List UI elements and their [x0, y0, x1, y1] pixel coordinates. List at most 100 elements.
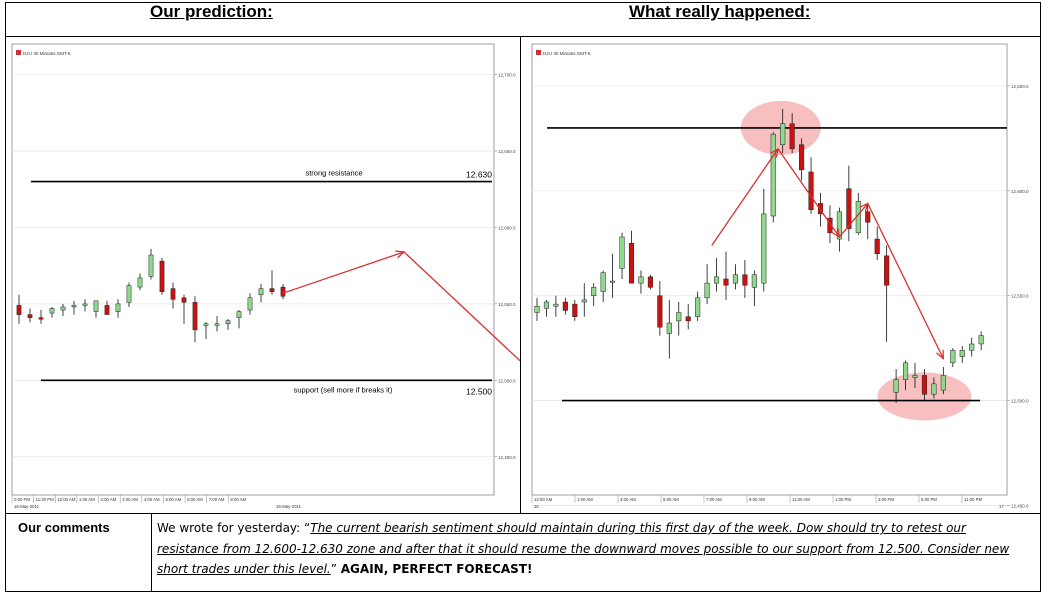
candle-up [591, 287, 597, 296]
candle-down [884, 255, 890, 286]
x-tick-label: 12:00 AM [534, 497, 553, 502]
candle-up [969, 343, 975, 351]
candle-up [751, 274, 757, 288]
candle-up [770, 133, 776, 217]
x-tick-label: 3:00 AM [620, 497, 636, 502]
candle-up [137, 277, 143, 288]
x-tick-label: 5:00 PM [921, 497, 937, 502]
prediction-heading: Our prediction: [150, 2, 273, 21]
candle-up [732, 274, 738, 284]
candle-up [695, 297, 701, 317]
date-label: 16-May-2011 [276, 504, 302, 509]
x-tick-label: 0:00 PM [14, 497, 30, 502]
trend-arrow [867, 203, 944, 358]
x-tick-label: 8:00 AM [230, 497, 246, 502]
candle-up [126, 285, 132, 303]
candle-down [192, 302, 198, 331]
candle-down [562, 301, 568, 311]
prediction-chart-svg: DJI.I 30 Minutes GMT-6 12,700.0 12,650.0 12… [11, 43, 520, 509]
candle-down [685, 316, 691, 322]
date-label: 16 [534, 504, 539, 509]
x-tick-label: 5:00 AM [663, 497, 679, 502]
comments-intro: We wrote for yesterday: “ [157, 521, 311, 535]
y-tick-label: 12,650.0 [498, 149, 516, 154]
candle-down [723, 278, 729, 286]
chart-title: DJI.I 30 Minutes GMT-6 [23, 51, 71, 56]
candle-down [572, 303, 578, 317]
candle-up [676, 312, 682, 322]
comments-divider [151, 514, 152, 592]
x-tick-label: 5:00 AM [165, 497, 181, 502]
candle-up [214, 323, 220, 326]
y-tick-label: 12,450.0 [498, 455, 516, 460]
y-tick-label: 12,550.0 [1011, 294, 1029, 299]
candle-up [534, 305, 540, 313]
candle-up [761, 213, 767, 284]
candle-up [203, 323, 209, 326]
projection-arrow [282, 252, 404, 294]
comments-row: Our comments We wrote for yesterday: “Th… [5, 513, 1041, 592]
candle-down [865, 211, 871, 223]
trend-arrow [838, 203, 867, 238]
trend-arrow [777, 148, 839, 237]
comments-verdict: AGAIN, PERFECT FORECAST! [340, 562, 533, 576]
x-tick-label: 1:00 AM [79, 497, 95, 502]
candle-up [704, 282, 710, 299]
y-tick-label: 12,650.0 [1011, 84, 1029, 89]
date-label: 16-May-2011 [14, 504, 40, 509]
candle-down [874, 238, 880, 255]
candle-up [950, 350, 956, 364]
candle-down [846, 188, 852, 229]
candle-down [27, 314, 33, 318]
candle-up [148, 254, 154, 277]
plot-frame [11, 43, 495, 496]
y-tick-label: 12,500.0 [498, 378, 516, 383]
candle-down [799, 144, 805, 171]
x-tick-label: 11:00 PM [964, 497, 982, 502]
candle-up [247, 297, 253, 311]
x-tick-label: 9:00 AM [749, 497, 765, 502]
level-name: support (sell more if breaks it) [294, 385, 393, 394]
outer-frame [5, 2, 1041, 592]
candle-down [38, 317, 44, 320]
y-tick-label: 12,700.0 [498, 73, 516, 78]
candle-up [71, 305, 77, 308]
projection-arrow [403, 251, 520, 376]
x-tick-label: 6:00 AM [187, 497, 203, 502]
x-tick-label: 11:00 AM [792, 497, 810, 502]
candle-down [827, 217, 833, 234]
chart-title: DJI.I 30 Minutes GMT-6 [543, 51, 591, 56]
x-tick-label: 7:00 AM [209, 497, 225, 502]
candle-up [714, 276, 720, 284]
level-value: 12.500 [466, 386, 492, 396]
symbol-icon [536, 50, 541, 55]
x-tick-label: 3:00 PM [878, 497, 894, 502]
x-tick-label: 1:00 PM [835, 497, 851, 502]
y-tick-label: 12,600.0 [1011, 189, 1029, 194]
candle-up [93, 300, 99, 312]
candle-up [978, 335, 984, 345]
x-tick-label: 11:30 PM [36, 497, 54, 502]
y-tick-label: 12,550.0 [498, 302, 516, 307]
candle-up [940, 375, 946, 391]
x-tick-label: 2:00 AM [101, 497, 117, 502]
comments-quote: The current bearish sentiment should mai… [157, 521, 1010, 576]
y-tick-label: 12,450.0 [1011, 503, 1029, 508]
candle-up [931, 383, 937, 395]
comments-label: Our comments [18, 520, 110, 535]
candle-down [159, 260, 165, 292]
candle-up [543, 301, 549, 309]
candle-down [104, 305, 110, 315]
candle-down [742, 274, 748, 286]
candle-down [817, 203, 824, 215]
actual-heading: What really happened: [629, 2, 811, 21]
y-tick-label: 12,500.0 [1011, 399, 1029, 404]
candle-up [893, 379, 899, 393]
candle-up [553, 303, 559, 307]
candle-down [921, 375, 927, 395]
x-tick-label: 4:00 AM [144, 497, 160, 502]
actual-chart: DJI.I 30 Minutes GMT-6 12,650.0 12,600.0 12… [525, 40, 1037, 512]
candle-up [115, 303, 121, 312]
prediction-chart: DJI.I 30 Minutes GMT-6 12,700.0 12,650.0 12… [10, 40, 520, 512]
x-tick-label: 1:00 AM [577, 497, 593, 502]
